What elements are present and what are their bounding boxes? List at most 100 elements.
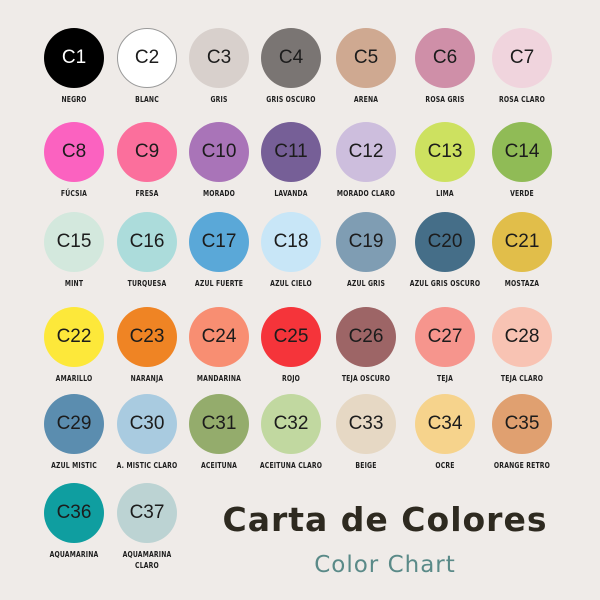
swatch-label: ORANGE RETRO <box>493 461 551 470</box>
color-swatch: C19 AZUL GRIS <box>328 212 404 292</box>
swatch-circle: C15 <box>44 212 104 272</box>
color-swatch: C14 VERDE <box>484 122 560 202</box>
color-swatch: C36 AQUAMARINA <box>36 483 112 563</box>
swatch-circle: C20 <box>415 212 475 272</box>
swatch-label: AQUAMARINA <box>49 550 99 559</box>
color-swatch: C16 TURQUESA <box>109 212 185 292</box>
swatch-label: FÚCSIA <box>60 189 88 198</box>
color-swatch: C25 ROJO <box>253 307 329 387</box>
swatch-circle: C28 <box>492 307 552 367</box>
swatch-circle: C1 <box>44 28 104 88</box>
color-swatch: C2 BLANC <box>109 28 185 108</box>
color-swatch: C33 BEIGE <box>328 394 404 474</box>
swatch-circle: C26 <box>336 307 396 367</box>
swatch-circle: C33 <box>336 394 396 454</box>
color-swatch: C31 ACEITUNA <box>181 394 257 474</box>
swatch-circle: C8 <box>44 122 104 182</box>
color-swatch: C21 MOSTAZA <box>484 212 560 292</box>
swatch-circle: C27 <box>415 307 475 367</box>
swatch-label: TEJA <box>436 374 454 383</box>
swatch-label: BEIGE <box>355 461 377 470</box>
swatch-circle: C32 <box>261 394 321 454</box>
color-swatch: C29 AZUL MISTIC <box>36 394 112 474</box>
swatch-circle: C35 <box>492 394 552 454</box>
color-swatch: C3 GRIS <box>181 28 257 108</box>
swatch-circle: C5 <box>336 28 396 88</box>
color-swatch: C35 ORANGE RETRO <box>484 394 560 474</box>
swatch-label: LAVANDA <box>274 189 308 198</box>
swatch-circle: C36 <box>44 483 104 543</box>
color-swatch: C27 TEJA <box>407 307 483 387</box>
swatch-circle: C24 <box>189 307 249 367</box>
swatch-label: ARENA <box>353 95 379 104</box>
color-swatch: C9 FRESA <box>109 122 185 202</box>
color-swatch: C6 ROSA GRIS <box>407 28 483 108</box>
swatch-label: MANDARINA <box>196 374 242 383</box>
swatch-circle: C19 <box>336 212 396 272</box>
swatch-circle: C31 <box>189 394 249 454</box>
swatch-label: FRESA <box>135 189 159 198</box>
swatch-circle: C25 <box>261 307 321 367</box>
swatch-circle: C2 <box>117 28 177 88</box>
swatch-label: TURQUESA <box>127 279 167 288</box>
color-swatch: C37 AQUAMARINA CLARO <box>109 483 185 570</box>
swatch-circle: C9 <box>117 122 177 182</box>
color-swatch: C17 AZUL FUERTE <box>181 212 257 292</box>
swatch-circle: C12 <box>336 122 396 182</box>
color-swatch: C32 ACEITUNA CLARO <box>253 394 329 474</box>
swatch-circle: C22 <box>44 307 104 367</box>
swatch-label: AZUL GRIS <box>346 279 386 288</box>
color-swatch: C24 MANDARINA <box>181 307 257 387</box>
swatch-label: ACEITUNA <box>200 461 238 470</box>
swatch-label: AZUL FUERTE <box>194 279 244 288</box>
color-swatch: C12 MORADO CLARO <box>328 122 404 202</box>
swatch-label: ROSA GRIS <box>425 95 465 104</box>
color-swatch: C30 A. MISTIC CLARO <box>109 394 185 474</box>
swatch-label: MINT <box>64 279 84 288</box>
color-swatch: C10 MORADO <box>181 122 257 202</box>
color-swatch: C5 ARENA <box>328 28 404 108</box>
swatch-label: TEJA CLARO <box>500 374 544 383</box>
swatch-label: ROJO <box>281 374 301 383</box>
color-swatch: C7 ROSA CLARO <box>484 28 560 108</box>
swatch-label: NEGRO <box>61 95 87 104</box>
swatch-circle: C18 <box>261 212 321 272</box>
chart-title: Carta de Colores <box>222 500 548 539</box>
color-swatch: C18 AZUL CIELO <box>253 212 329 292</box>
color-swatch: C23 NARANJA <box>109 307 185 387</box>
color-swatch: C28 TEJA CLARO <box>484 307 560 387</box>
color-swatch: C26 TEJA OSCURO <box>328 307 404 387</box>
swatch-label: NARANJA <box>130 374 164 383</box>
swatch-label: GRIS <box>210 95 228 104</box>
color-swatch: C22 AMARILLO <box>36 307 112 387</box>
swatch-circle: C11 <box>261 122 321 182</box>
swatch-label: ACEITUNA CLARO <box>259 461 323 470</box>
swatch-circle: C6 <box>415 28 475 88</box>
swatch-label: GRIS OSCURO <box>266 95 316 104</box>
swatch-label: MOSTAZA <box>504 279 540 288</box>
swatch-label: MORADO <box>202 189 236 198</box>
swatch-label: BLANC <box>135 95 159 104</box>
swatch-circle: C7 <box>492 28 552 88</box>
swatch-circle: C30 <box>117 394 177 454</box>
swatch-circle: C13 <box>415 122 475 182</box>
swatch-label: VERDE <box>510 189 534 198</box>
swatch-circle: C16 <box>117 212 177 272</box>
color-swatch: C34 OCRE <box>407 394 483 474</box>
swatch-circle: C37 <box>117 483 177 543</box>
color-swatch: C15 MINT <box>36 212 112 292</box>
swatch-circle: C21 <box>492 212 552 272</box>
color-swatch: C11 LAVANDA <box>253 122 329 202</box>
swatch-label: AMARILLO <box>55 374 93 383</box>
swatch-label: A. MISTIC CLARO <box>116 461 178 470</box>
swatch-circle: C23 <box>117 307 177 367</box>
swatch-label: AZUL MISTIC <box>51 461 97 470</box>
color-swatch: C4 GRIS OSCURO <box>253 28 329 108</box>
swatch-circle: C4 <box>261 28 321 88</box>
swatch-circle: C34 <box>415 394 475 454</box>
swatch-label: ROSA CLARO <box>499 95 545 104</box>
swatch-label: AQUAMARINA CLARO <box>122 550 172 570</box>
color-swatch: C8 FÚCSIA <box>36 122 112 202</box>
swatch-circle: C29 <box>44 394 104 454</box>
swatch-label: LIMA <box>436 189 454 198</box>
